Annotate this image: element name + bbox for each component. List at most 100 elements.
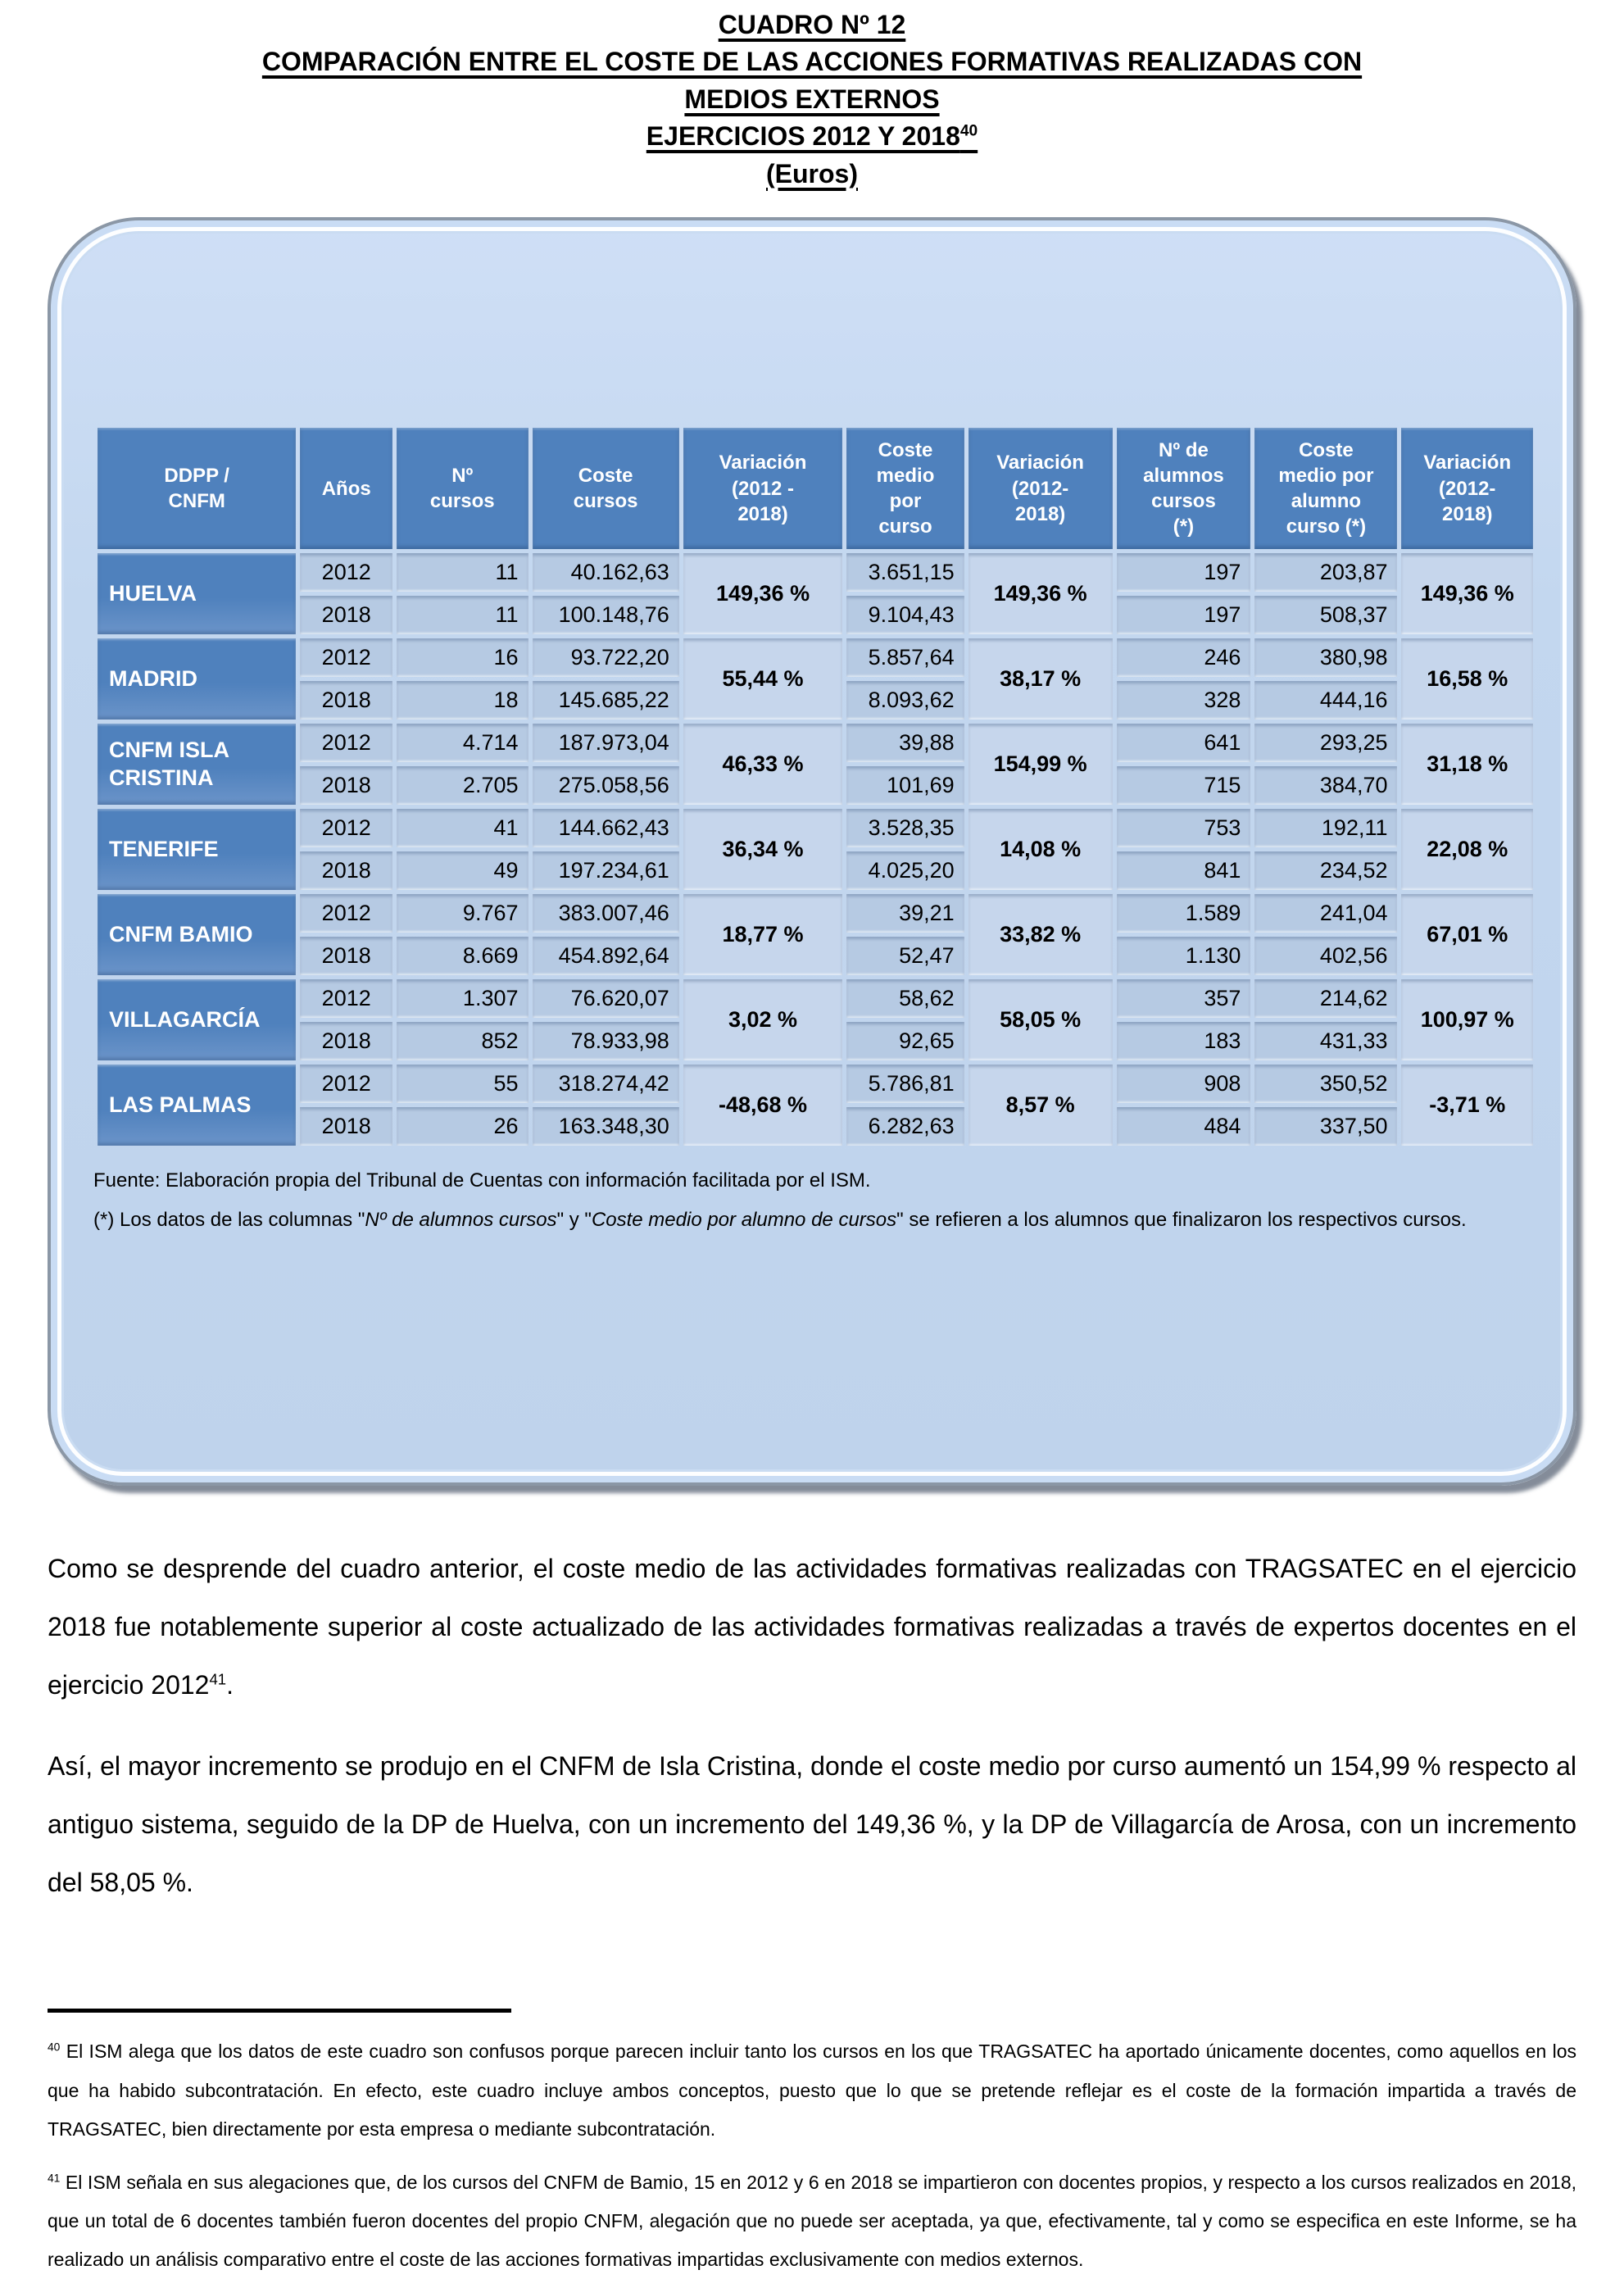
cell-variacion-alumno: 31,18 % — [1401, 724, 1533, 806]
cell-variacion-alumno: 100,97 % — [1401, 979, 1533, 1061]
cell-coste-medio: 92,65 — [846, 1022, 964, 1061]
cell-variacion-medio: 14,08 % — [968, 809, 1113, 891]
cell-n-cursos: 9.767 — [397, 894, 528, 933]
cell-coste-medio: 6.282,63 — [846, 1107, 964, 1146]
cell-variacion-medio: 8,57 % — [968, 1065, 1113, 1146]
row-label: CNFM ISLA CRISTINA — [98, 724, 297, 806]
footnote-separator — [48, 2009, 511, 2013]
cell-variacion-medio: 58,05 % — [968, 979, 1113, 1061]
row-label: CNFM BAMIO — [98, 894, 297, 976]
cell-variacion-coste: -48,68 % — [683, 1065, 843, 1146]
table-header-cell: DDPP / CNFM — [98, 428, 297, 550]
cell-variacion-coste: 36,34 % — [683, 809, 843, 891]
cell-coste-alumno: 241,04 — [1254, 894, 1398, 933]
cell-variacion-coste: 149,36 % — [683, 553, 843, 635]
cell-coste-alumno: 402,56 — [1254, 937, 1398, 976]
cell-alumnos: 1.130 — [1116, 937, 1251, 976]
table-header-cell: Nº de alumnos cursos (*) — [1116, 428, 1251, 550]
cell-n-cursos: 26 — [397, 1107, 528, 1146]
cell-alumnos: 197 — [1116, 553, 1251, 592]
cell-n-cursos: 1.307 — [397, 979, 528, 1019]
cell-coste-alumno: 508,37 — [1254, 596, 1398, 635]
cell-coste-cursos: 163.348,30 — [532, 1107, 679, 1146]
cell-alumnos: 753 — [1116, 809, 1251, 848]
cell-year: 2018 — [300, 1107, 393, 1146]
footnote-41: 41 El ISM señala en sus alegaciones que,… — [48, 2171, 1576, 2271]
cell-n-cursos: 55 — [397, 1065, 528, 1104]
table-header-row: DDPP / CNFM Años Nº cursos Coste cursos Vari… — [98, 428, 1533, 550]
cell-variacion-coste: 55,44 % — [683, 638, 843, 720]
cell-coste-alumno: 384,70 — [1254, 766, 1398, 806]
cell-coste-alumno: 337,50 — [1254, 1107, 1398, 1146]
table-body: HUELVA 2012 11 40.162,63 149,36 % 3.651,15 149… — [98, 553, 1533, 1146]
footnote-ref-40: 40 — [959, 122, 978, 140]
cell-coste-alumno: 234,52 — [1254, 851, 1398, 891]
footnote-ref-41: 41 — [209, 1670, 227, 1688]
cell-year: 2018 — [300, 937, 393, 976]
table-header-cell: Variación (2012 - 2018) — [683, 428, 843, 550]
table-row: 2018 18 145.685,22 8.093,62 328 444,16 — [98, 681, 1533, 720]
cell-year: 2018 — [300, 1022, 393, 1061]
body-text: Como se desprende del cuadro anterior, e… — [48, 1540, 1576, 1912]
cell-coste-medio: 8.093,62 — [846, 681, 964, 720]
cell-coste-cursos: 187.973,04 — [532, 724, 679, 763]
cell-variacion-coste: 46,33 % — [683, 724, 843, 806]
table-header-cell: Coste medio por alumno curso (*) — [1254, 428, 1398, 550]
cell-coste-medio: 101,69 — [846, 766, 964, 806]
table-notes: Fuente: Elaboración propia del Tribunal … — [93, 1161, 1537, 1240]
table-header-cell: Nº cursos — [397, 428, 528, 550]
table-row: MADRID 2012 16 93.722,20 55,44 % 5.857,64 38,1… — [98, 638, 1533, 720]
cell-variacion-alumno: 22,08 % — [1401, 809, 1533, 891]
cell-year: 2018 — [300, 851, 393, 891]
cell-variacion-medio: 154,99 % — [968, 724, 1113, 806]
title-line-4: EJERCICIOS 2012 Y 201840 — [646, 121, 978, 152]
row-label: LAS PALMAS — [98, 1065, 297, 1146]
cell-n-cursos: 852 — [397, 1022, 528, 1061]
table-header-cell: Años — [300, 428, 393, 550]
cell-year: 2018 — [300, 596, 393, 635]
table-header-cell: Variación (2012- 2018) — [1401, 428, 1533, 550]
title-line-1: CUADRO Nº 12 — [718, 10, 906, 39]
asterisk-note: (*) Los datos de las columnas "Nº de alu… — [93, 1209, 1467, 1232]
cell-alumnos: 484 — [1116, 1107, 1251, 1146]
cell-coste-cursos: 454.892,64 — [532, 937, 679, 976]
table-header-cell: Coste cursos — [532, 428, 679, 550]
cell-coste-medio: 3.651,15 — [846, 553, 964, 592]
cell-year: 2012 — [300, 638, 393, 678]
row-label: TENERIFE — [98, 809, 297, 891]
cell-coste-medio: 39,21 — [846, 894, 964, 933]
cell-n-cursos: 41 — [397, 809, 528, 848]
cell-coste-cursos: 78.933,98 — [532, 1022, 679, 1061]
page-title: CUADRO Nº 12 COMPARACIÓN ENTRE EL COSTE … — [48, 7, 1576, 193]
footnote-40: 40 El ISM alega que los datos de este cu… — [48, 2041, 1576, 2140]
cell-n-cursos: 16 — [397, 638, 528, 678]
cell-coste-medio: 58,62 — [846, 979, 964, 1019]
cell-coste-cursos: 197.234,61 — [532, 851, 679, 891]
cell-alumnos: 841 — [1116, 851, 1251, 891]
cell-coste-cursos: 100.148,76 — [532, 596, 679, 635]
table-row: LAS PALMAS 2012 55 318.274,42 -48,68 % 5.786,… — [98, 1065, 1533, 1146]
cell-coste-cursos: 145.685,22 — [532, 681, 679, 720]
cell-coste-medio: 4.025,20 — [846, 851, 964, 891]
table-row: 2018 852 78.933,98 92,65 183 431,33 — [98, 1022, 1533, 1061]
cost-comparison-table: DDPP / CNFM Años Nº cursos Coste cursos Vari… — [93, 424, 1537, 1150]
cell-n-cursos: 11 — [397, 596, 528, 635]
cell-coste-cursos: 144.662,43 — [532, 809, 679, 848]
table-row: HUELVA 2012 11 40.162,63 149,36 % 3.651,15 149… — [98, 553, 1533, 635]
table-row: VILLAGARCÍA 2012 1.307 76.620,07 3,02 % 58,62… — [98, 979, 1533, 1061]
table-header-cell: Variación (2012- 2018) — [968, 428, 1113, 550]
cell-coste-medio: 5.857,64 — [846, 638, 964, 678]
cell-alumnos: 908 — [1116, 1065, 1251, 1104]
cell-coste-medio: 9.104,43 — [846, 596, 964, 635]
fuente-note: Fuente: Elaboración propia del Tribunal … — [93, 1169, 871, 1192]
table-row: CNFM BAMIO 2012 9.767 383.007,46 18,77 % 39,2… — [98, 894, 1533, 976]
cell-year: 2012 — [300, 724, 393, 763]
cell-variacion-alumno: 16,58 % — [1401, 638, 1533, 720]
cell-n-cursos: 11 — [397, 553, 528, 592]
table-panel: DDPP / CNFM Años Nº cursos Coste cursos Vari… — [48, 217, 1576, 1487]
row-label: MADRID — [98, 638, 297, 720]
cell-n-cursos: 2.705 — [397, 766, 528, 806]
body-paragraph-2: Así, el mayor incremento se produjo en e… — [48, 1751, 1576, 1898]
cell-coste-cursos: 40.162,63 — [532, 553, 679, 592]
cell-variacion-coste: 3,02 % — [683, 979, 843, 1061]
